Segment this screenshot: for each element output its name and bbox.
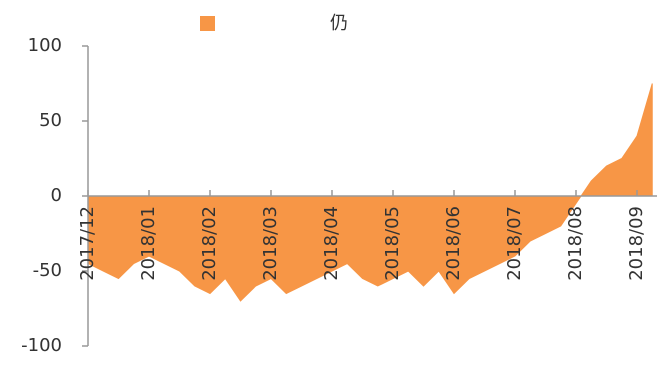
x-tick-label: 2018/03	[260, 206, 281, 281]
y-tick-label: 0	[51, 185, 62, 206]
legend-label: 仍	[330, 13, 348, 34]
y-tick-label: -100	[21, 335, 62, 356]
x-tick-label: 2018/07	[504, 206, 525, 281]
legend-swatch	[200, 16, 215, 31]
x-tick-label: 2018/09	[626, 206, 647, 281]
x-tick-label: 2018/05	[382, 206, 403, 281]
y-tick-label: 100	[28, 35, 62, 56]
x-tick-label: 2018/01	[138, 206, 159, 281]
y-tick-label: 50	[39, 110, 62, 131]
x-tick-label: 2018/06	[443, 206, 464, 281]
x-tick-label: 2018/04	[321, 206, 342, 281]
y-tick-label: -50	[33, 260, 62, 281]
x-tick-label: 2018/02	[199, 206, 220, 281]
x-tick-label: 2017/12	[77, 206, 98, 281]
x-tick-label: 2018/08	[565, 206, 586, 281]
